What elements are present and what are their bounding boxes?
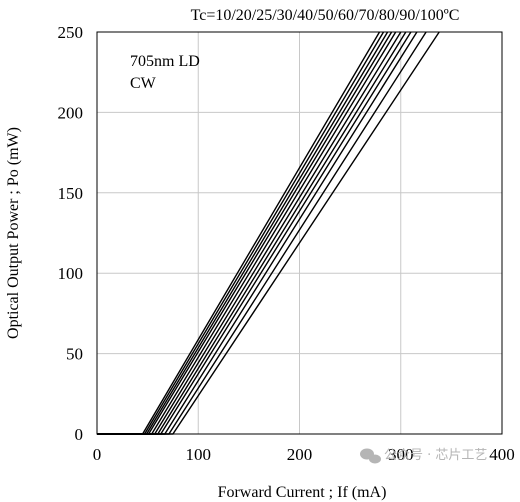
- y-axis-label: Optical Output Power ; Po (mW): [5, 127, 22, 339]
- plot-frame: [96, 31, 503, 435]
- series-line-1: [97, 31, 381, 435]
- x-tick-label: 0: [93, 445, 102, 464]
- x-tick-label: 200: [287, 445, 313, 464]
- y-tick-label: 150: [58, 184, 84, 203]
- series-line-11: [97, 31, 440, 435]
- y-tick-label: 200: [58, 103, 84, 122]
- series-layer: [97, 31, 440, 435]
- annotation-line-2: CW: [130, 75, 157, 92]
- y-tick-label: 0: [75, 425, 84, 444]
- watermark-text: 公众号 · 芯片工艺: [384, 448, 487, 463]
- x-tick-label: 400: [489, 445, 515, 464]
- y-tick-label: 100: [58, 264, 84, 283]
- y-tick-label: 250: [58, 23, 84, 42]
- y-tick-label: 50: [66, 345, 83, 364]
- chat-bubble-icon: [360, 448, 381, 464]
- watermark: 公众号 · 芯片工艺: [360, 448, 487, 464]
- y-tick-labels: 0 50 100 150 200 250: [58, 23, 84, 444]
- x-axis-label: Forward Current ; If (mA): [218, 484, 387, 501]
- annotation-line-1: 705nm LD: [130, 53, 200, 70]
- chart-title: Tc=10/20/25/30/40/50/60/70/80/90/100ºC: [191, 7, 460, 24]
- grid-lines: [97, 32, 502, 434]
- x-tick-labels: 0 100 200 300 400: [93, 445, 515, 464]
- x-tick-label: 100: [186, 445, 212, 464]
- series-line-2: [97, 31, 385, 435]
- x-tick-label: 300: [388, 445, 414, 464]
